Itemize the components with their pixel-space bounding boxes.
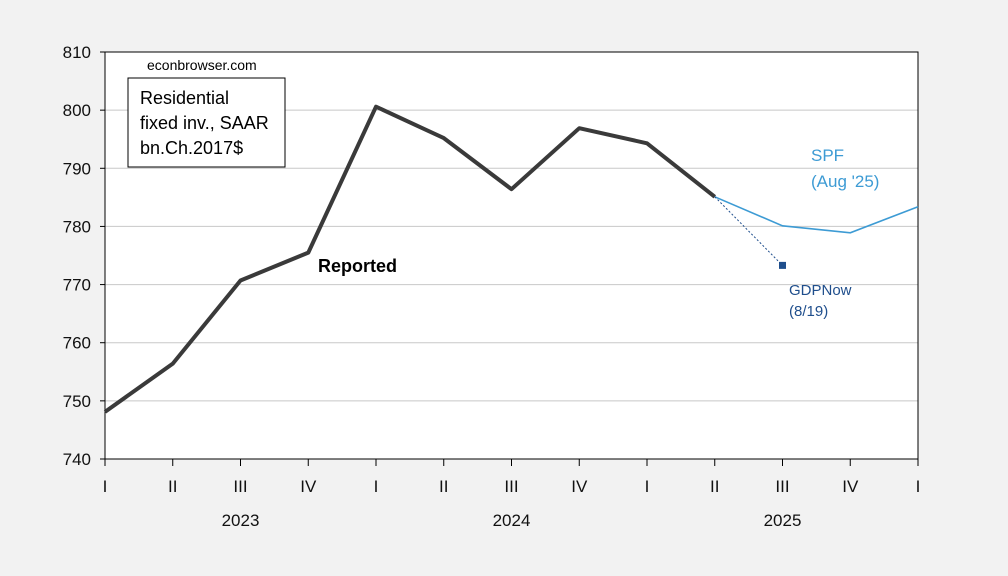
title-box: Residential fixed inv., SAAR bn.Ch.2017$: [127, 77, 286, 168]
x-tick-label: I: [645, 477, 650, 496]
x-tick-label: III: [504, 477, 518, 496]
y-tick-label: 790: [63, 159, 91, 178]
x-tick-label: I: [374, 477, 379, 496]
x-tick-label: I: [103, 477, 108, 496]
x-tick-label: I: [916, 477, 921, 496]
x-tick-label: II: [439, 477, 448, 496]
series-line-spf: [714, 196, 919, 234]
y-axis: 740 750 760 770 780 790 800 810: [63, 43, 105, 469]
y-tick-label: 740: [63, 450, 91, 469]
x-tick-label: III: [775, 477, 789, 496]
series-label-spf-line-2: (Aug '25): [811, 172, 879, 191]
y-tick-label: 750: [63, 392, 91, 411]
title-line-3: bn.Ch.2017$: [140, 138, 243, 158]
x-tick-label: III: [233, 477, 247, 496]
title-line-2: fixed inv., SAAR: [140, 113, 269, 133]
year-label: 2023: [222, 511, 260, 530]
y-tick-label: 800: [63, 101, 91, 120]
title-line-1: Residential: [140, 88, 229, 108]
series-label-gdpnow-line-2: (8/19): [789, 303, 828, 320]
series-label-gdpnow-line-1: GDPNow: [789, 282, 852, 299]
y-tick-label: 810: [63, 43, 91, 62]
series-layer: [103, 104, 919, 414]
gdpnow-marker: [779, 261, 786, 269]
series-line-reported: [103, 104, 717, 414]
year-label: 2025: [764, 511, 802, 530]
series-line-gdpnow: [714, 196, 783, 266]
y-tick-label: 770: [63, 276, 91, 295]
x-tick-label: II: [168, 477, 177, 496]
source-note: econbrowser.com: [147, 57, 257, 73]
y-tick-label: 760: [63, 334, 91, 353]
year-label: 2024: [493, 511, 531, 530]
x-tick-label: IV: [842, 477, 859, 496]
x-tick-label: IV: [300, 477, 317, 496]
series-label-reported: Reported: [318, 256, 397, 276]
x-tick-label: IV: [571, 477, 588, 496]
grid-lines: [105, 109, 918, 402]
series-label-spf-line-1: SPF: [811, 146, 844, 165]
x-tick-label: II: [710, 477, 719, 496]
y-tick-label: 780: [63, 217, 91, 236]
